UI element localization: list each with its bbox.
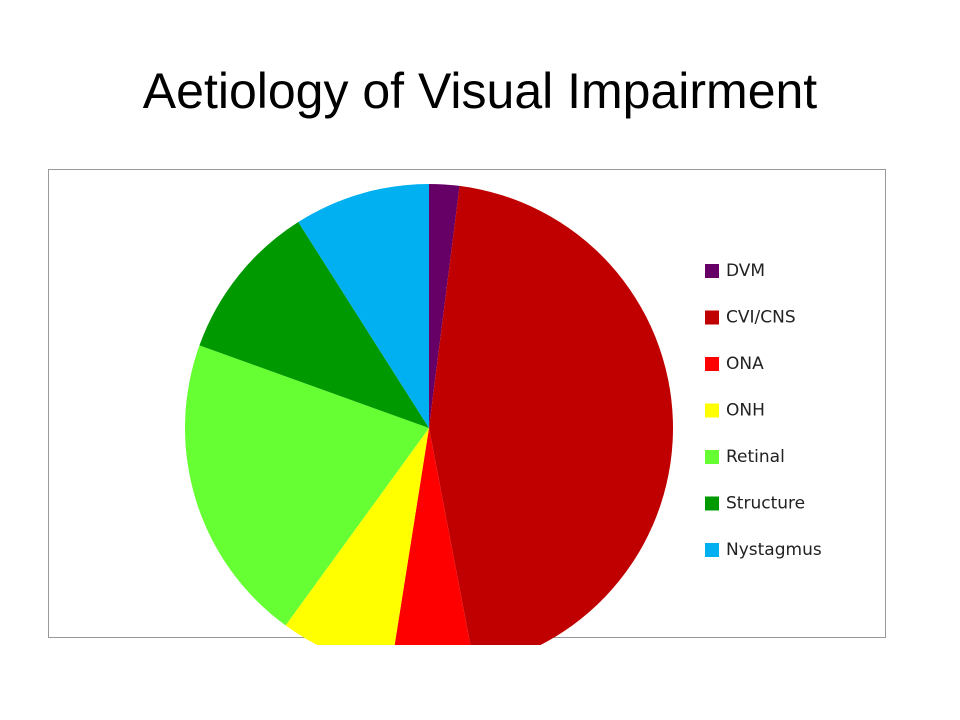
legend-swatch — [705, 357, 719, 371]
pie-slice — [285, 428, 429, 645]
pie — [185, 184, 673, 645]
legend-label: Retinal — [726, 447, 785, 467]
pie-slice — [185, 345, 429, 626]
legend-swatch — [705, 543, 719, 557]
legend-label: Nystagmus — [726, 540, 822, 560]
chart-title: Aetiology of Visual Impairment — [143, 63, 818, 119]
pie-slice — [298, 184, 429, 428]
legend-swatch — [705, 450, 719, 464]
legend-swatch — [705, 403, 719, 418]
pie-slice — [429, 184, 460, 428]
legend-label: DVM — [726, 261, 765, 281]
legend: DVM CVI/CNS ONA ONH Retinal Structure Nystagmu… — [705, 261, 822, 560]
legend-label: ONA — [726, 354, 764, 374]
legend-swatch — [705, 264, 719, 278]
pie-slice — [394, 428, 471, 645]
legend-label: ONH — [726, 401, 765, 421]
legend-label: Structure — [726, 494, 805, 514]
pie-slice — [199, 221, 429, 428]
pie-slice — [429, 185, 673, 645]
legend-swatch — [705, 310, 719, 325]
legend-swatch — [705, 496, 719, 511]
legend-label: CVI/CNS — [726, 308, 796, 328]
